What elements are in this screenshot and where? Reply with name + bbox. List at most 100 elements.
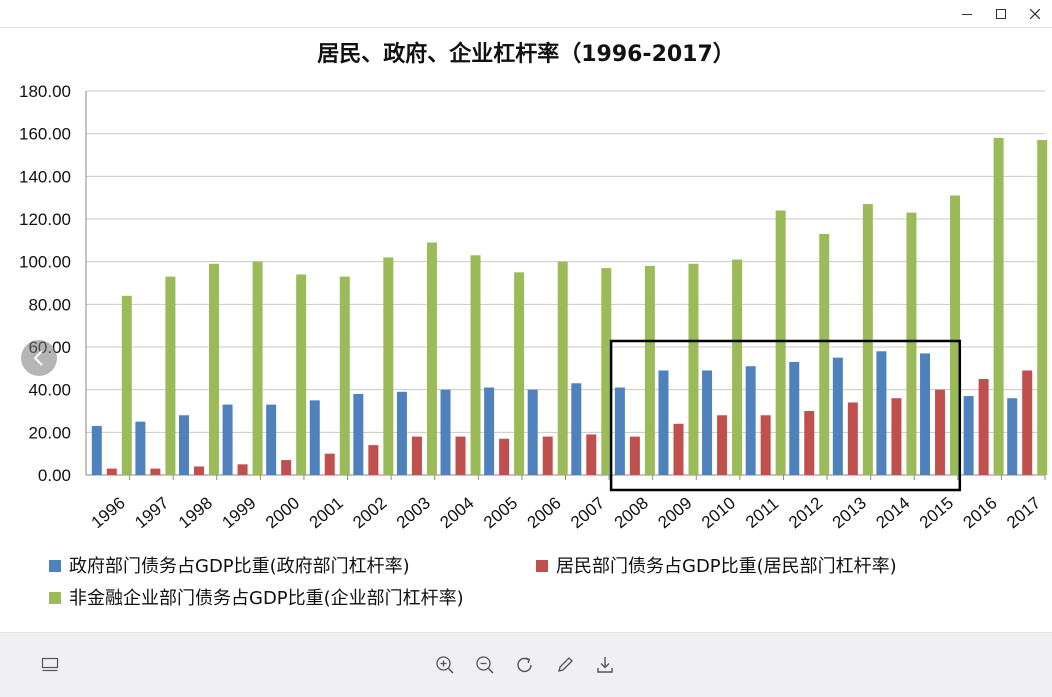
bar-series-1: [702, 370, 713, 475]
download-button[interactable]: [593, 653, 617, 677]
x-tick-label: 2011: [742, 494, 782, 532]
y-tick-label: 40.00: [28, 381, 71, 400]
y-tick-label: 180.00: [19, 82, 71, 101]
image-viewer: 居民、政府、企业杠杆率（1996-2017）0.0020.0040.0060.0…: [0, 28, 1052, 632]
bar-series-3: [950, 195, 961, 476]
bar-series-1: [963, 396, 974, 475]
bar-series-1: [484, 387, 495, 475]
bar-series-1: [91, 425, 102, 475]
bar-series-1: [920, 353, 931, 475]
bar-series-2: [281, 460, 292, 475]
bar-series-2: [891, 398, 902, 475]
x-tick-label: 1996: [88, 493, 129, 532]
x-tick-label: 2015: [916, 493, 957, 532]
prev-image-button[interactable]: [21, 340, 57, 376]
bar-series-2: [978, 379, 989, 475]
x-tick-label: 2008: [611, 493, 652, 532]
bar-series-3: [906, 212, 917, 475]
bar-series-1: [527, 389, 538, 475]
bar-series-2: [760, 415, 771, 475]
maximize-button[interactable]: [984, 0, 1018, 27]
bar-series-2: [237, 464, 248, 475]
bar-series-3: [470, 255, 481, 475]
bar-series-1: [135, 421, 146, 475]
x-tick-label: 2010: [698, 493, 739, 532]
x-tick-label: 2004: [436, 493, 477, 532]
bar-series-2: [1022, 370, 1033, 475]
bar-series-3: [644, 265, 655, 475]
bar-series-1: [745, 366, 756, 475]
x-tick-label: 2002: [349, 493, 390, 532]
rotate-icon: [517, 657, 532, 673]
bar-series-2: [368, 445, 379, 475]
bar-series-1: [309, 400, 320, 475]
bar-series-3: [732, 259, 743, 475]
bar-series-1: [353, 393, 364, 475]
x-tick-label: 1997: [131, 493, 172, 532]
bar-series-3: [383, 257, 394, 475]
thumbnail-button[interactable]: [38, 653, 62, 677]
download-icon: [597, 657, 613, 673]
chart-title: 居民、政府、企业杠杆率（1996-2017）: [317, 41, 735, 67]
x-tick-label: 2016: [959, 493, 1000, 532]
bar-series-3: [296, 274, 307, 475]
bar-series-1: [832, 357, 843, 475]
bar-series-1: [440, 389, 451, 475]
bar-series-3: [601, 268, 612, 475]
legend-label-2: 居民部门债务占GDP比重(居民部门杠杆率): [556, 556, 897, 577]
bar-series-3: [862, 204, 873, 476]
bar-series-2: [935, 389, 946, 475]
bar-series-2: [717, 415, 728, 475]
edit-button[interactable]: [553, 653, 577, 677]
bar-series-1: [876, 351, 887, 475]
zoom-in-icon: [436, 656, 454, 674]
bar-series-3: [165, 276, 176, 475]
x-tick-label: 2000: [262, 493, 303, 532]
bar-series-3: [252, 261, 263, 475]
bar-series-2: [499, 438, 510, 475]
y-tick-label: 0.00: [38, 466, 71, 485]
x-tick-label: 2013: [829, 493, 870, 532]
legend-label-3: 非金融企业部门债务占GDP比重(企业部门杠杆率): [69, 588, 464, 609]
x-tick-label: 2001: [306, 493, 347, 532]
x-tick-label: 2006: [524, 493, 565, 532]
bar-series-3: [514, 272, 525, 475]
window-titlebar: [0, 0, 1052, 28]
bar-series-1: [396, 391, 407, 475]
x-tick-label: 2009: [654, 493, 695, 532]
bar-series-2: [106, 468, 117, 475]
zoom-out-button[interactable]: [473, 653, 497, 677]
bar-series-2: [847, 402, 858, 475]
bar-series-1: [789, 361, 800, 475]
legend-swatch-2: [536, 560, 548, 572]
y-tick-label: 100.00: [19, 253, 71, 272]
legend-label-1: 政府部门债务占GDP比重(政府部门杠杆率): [69, 556, 410, 577]
bar-series-2: [411, 436, 422, 475]
x-tick-label: 2012: [785, 493, 826, 532]
bar-series-3: [557, 261, 568, 475]
bar-series-1: [571, 383, 582, 475]
bar-series-2: [193, 466, 204, 475]
minimize-button[interactable]: [950, 0, 984, 27]
bar-series-1: [614, 387, 625, 475]
bar-series-2: [455, 436, 466, 475]
close-button[interactable]: [1018, 0, 1052, 27]
edit-icon: [558, 657, 573, 672]
x-tick-label: 2007: [567, 493, 608, 532]
viewer-toolbar: [0, 632, 1052, 697]
x-tick-label: 2017: [1003, 493, 1044, 532]
y-tick-label: 140.00: [19, 167, 71, 186]
x-tick-label: 1998: [175, 493, 216, 532]
rotate-button[interactable]: [513, 653, 537, 677]
bar-series-2: [629, 436, 640, 475]
maximize-icon: [996, 8, 1006, 19]
bar-series-2: [673, 423, 684, 475]
zoom-in-button[interactable]: [433, 653, 457, 677]
y-tick-label: 120.00: [19, 210, 71, 229]
bar-series-2: [324, 453, 335, 475]
y-tick-label: 20.00: [28, 423, 71, 442]
zoom-out-icon: [476, 656, 494, 674]
bar-series-1: [658, 370, 669, 475]
minimize-icon: [962, 13, 972, 15]
x-tick-label: 1999: [218, 493, 259, 532]
